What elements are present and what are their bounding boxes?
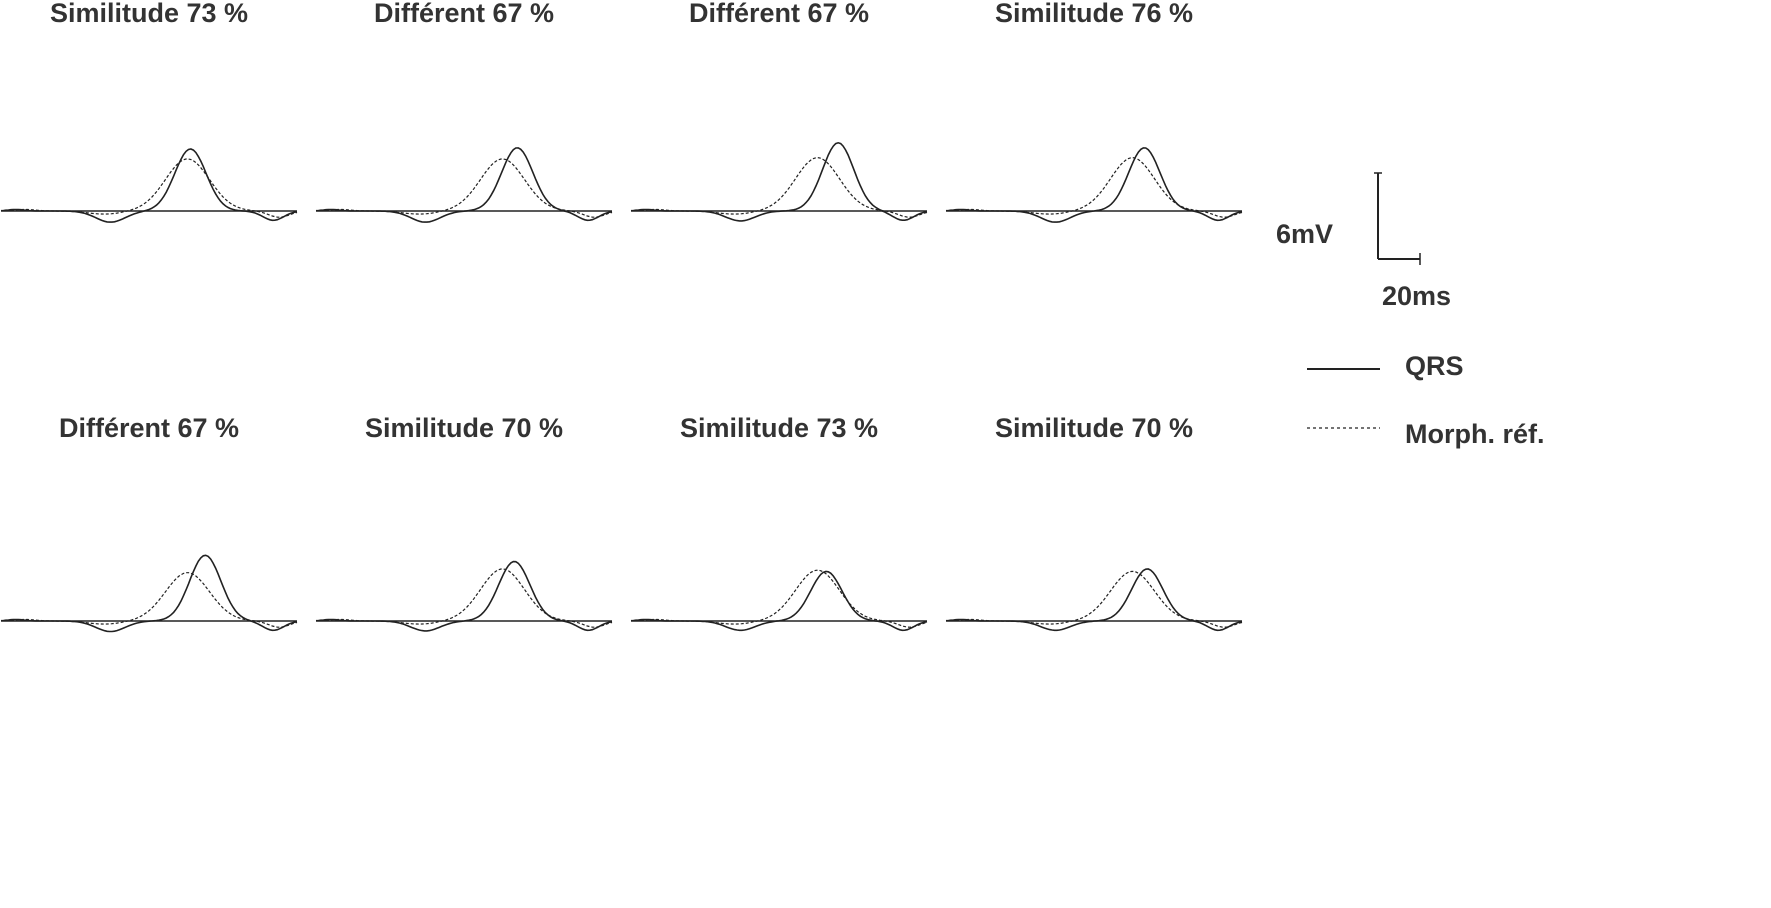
panel-title: Similitude 70 % <box>365 413 563 443</box>
reference-morphology-trace <box>315 158 613 218</box>
ecg-panel: Similitude 76 % <box>945 0 1243 223</box>
ecg-panel: Similitude 73 % <box>630 413 928 632</box>
ecg-panel: Différent 67 % <box>0 413 298 633</box>
panel-title: Similitude 76 % <box>995 0 1193 28</box>
panel-title: Différent 67 % <box>59 413 239 443</box>
qrs-trace <box>945 568 1243 632</box>
panel-title: Différent 67 % <box>689 0 869 28</box>
qrs-trace <box>315 560 613 632</box>
reference-morphology-trace <box>0 572 298 628</box>
qrs-trace <box>0 148 298 223</box>
reference-morphology-trace <box>945 570 1243 628</box>
panel-title: Similitude 70 % <box>995 413 1193 443</box>
panel-title: Similitude 73 % <box>50 0 248 28</box>
qrs-trace <box>0 554 298 633</box>
ecg-panel: Différent 67 % <box>630 0 928 222</box>
qrs-trace <box>630 570 928 632</box>
panels-group: Similitude 73 % Différent 67 % Différent 6… <box>0 0 1243 633</box>
ecg-panel: Différent 67 % <box>315 0 613 223</box>
reference-morphology-trace <box>0 158 298 218</box>
ecg-panel: Similitude 70 % <box>945 413 1243 632</box>
qrs-trace <box>630 141 928 222</box>
panel-title: Similitude 73 % <box>680 413 878 443</box>
qrs-trace <box>315 147 613 223</box>
reference-morphology-trace <box>315 568 613 628</box>
qrs-trace <box>945 147 1243 223</box>
scale-amplitude-label: 6mV <box>1276 219 1333 249</box>
legend-label-qrs: QRS <box>1405 351 1464 381</box>
ecg-panel: Similitude 70 % <box>315 413 613 632</box>
scale-bar: 6mV 20ms <box>1276 172 1451 311</box>
legend-label-reference: Morph. réf. <box>1405 419 1545 449</box>
reference-morphology-trace <box>630 569 928 628</box>
reference-morphology-trace <box>630 157 928 218</box>
ecg-panel: Similitude 73 % <box>0 0 298 223</box>
panel-title: Différent 67 % <box>374 0 554 28</box>
scale-time-label: 20ms <box>1382 281 1451 311</box>
legend: QRS Morph. réf. <box>1307 351 1545 449</box>
reference-morphology-trace <box>945 157 1243 218</box>
